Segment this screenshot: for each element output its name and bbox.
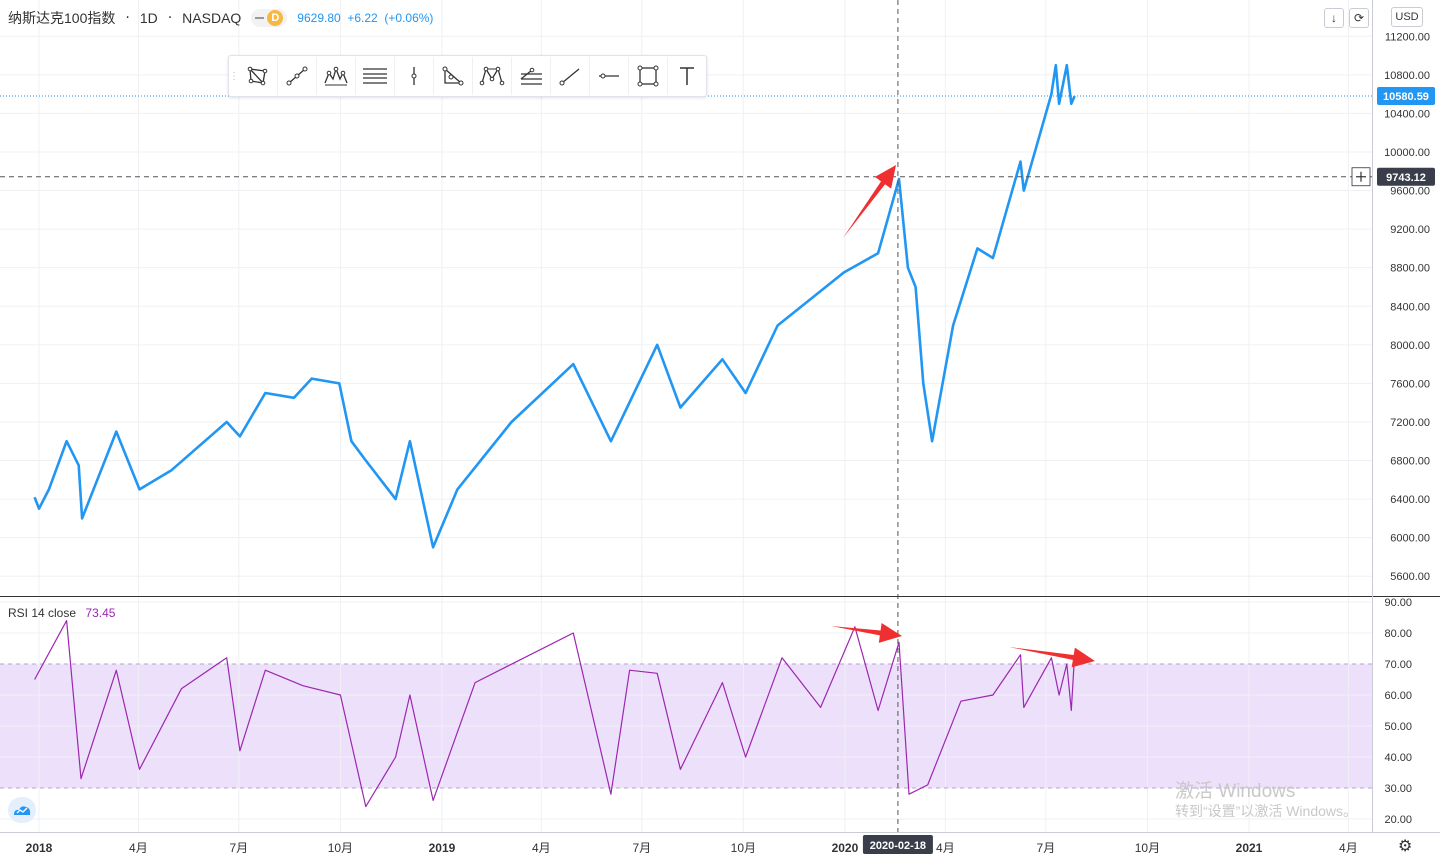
rect-pattern-icon[interactable] <box>239 57 278 95</box>
refresh-icon[interactable]: ⟳ <box>1349 8 1369 28</box>
delayed-badge: D <box>267 10 284 26</box>
rsi-series-line <box>34 619 1076 808</box>
parallel-channel-icon[interactable] <box>356 57 395 95</box>
drawing-toolbar: ⋮ <box>228 55 707 97</box>
rsi-tick-label: 50.00 <box>1384 721 1412 733</box>
symbol-legend: 纳斯达克100指数 · 1D · NASDAQ D 9629.80 +6.22 … <box>8 9 434 27</box>
minus-icon <box>255 17 265 19</box>
price-tick-label: 10000.00 <box>1384 147 1430 159</box>
horizontal-line-icon[interactable] <box>590 57 629 95</box>
rsi-tick-label: 30.00 <box>1384 783 1412 795</box>
crosshair-date-label: 2020-02-18 <box>870 840 926 852</box>
drag-handle-icon[interactable]: ⋮ <box>229 70 239 82</box>
price-series-line <box>33 63 1076 549</box>
last-price-tag-label: 10580.59 <box>1383 91 1429 103</box>
activation-watermark-text: 转到“设置”以激活 Windows。 <box>1175 803 1358 819</box>
rsi-tick-label: 90.00 <box>1384 597 1412 609</box>
time-tick-label: 10月 <box>328 841 353 855</box>
rsi-divergence-arrow-1-shape <box>831 623 902 643</box>
price-tick-label: 8000.00 <box>1390 340 1430 352</box>
price-tick-label: 9200.00 <box>1390 224 1430 236</box>
time-tick-label: 2018 <box>26 841 53 855</box>
time-tick-label: 7月 <box>632 841 651 855</box>
time-tick-label: 2020 <box>832 841 859 855</box>
price-tick-label: 8800.00 <box>1390 263 1430 275</box>
price-values: 9629.80 +6.22 (+0.06%) <box>297 11 433 25</box>
market-status-badge[interactable]: D <box>251 9 288 27</box>
arrow-down-icon[interactable]: ↓ <box>1324 8 1344 28</box>
triangle-icon[interactable] <box>434 57 473 95</box>
peak-arrow-shape <box>843 165 896 238</box>
price-tick-label: 6400.00 <box>1390 494 1430 506</box>
last-price: 9629.80 <box>297 11 341 25</box>
symbol-name[interactable]: 纳斯达克100指数 <box>8 10 116 26</box>
price-tick-label: 7600.00 <box>1390 378 1430 390</box>
crosshair-price-label: 9743.12 <box>1386 172 1426 184</box>
rsi-tick-label: 40.00 <box>1384 752 1412 764</box>
time-tick-label: 7月 <box>229 841 248 855</box>
time-tick-label: 2021 <box>1236 841 1263 855</box>
ray-icon[interactable] <box>551 57 590 95</box>
rectangle-icon[interactable] <box>629 57 668 95</box>
rsi-label[interactable]: RSI 14 close <box>8 606 77 620</box>
peak-arrow <box>843 165 896 238</box>
activation-watermark-title: 激活 Windows <box>1175 781 1296 802</box>
fib-retracement-icon[interactable] <box>512 57 551 95</box>
gear-icon[interactable]: ⚙ <box>1398 836 1413 855</box>
time-tick-label: 10月 <box>1135 841 1160 855</box>
rsi-divergence-arrow-2-shape <box>1009 647 1095 668</box>
trend-line-icon[interactable] <box>278 57 317 95</box>
time-tick-label: 2019 <box>429 841 456 855</box>
time-tick-label: 10月 <box>731 841 756 855</box>
rsi-tick-label: 80.00 <box>1384 628 1412 640</box>
crosshair-price-tag <box>1377 167 1435 186</box>
elliott-wave-icon[interactable] <box>317 57 356 95</box>
rsi-tick-label: 60.00 <box>1384 690 1412 702</box>
price-tick-label: 6000.00 <box>1390 533 1430 545</box>
time-tick-label: 4月 <box>1339 841 1358 855</box>
time-tick-label: 4月 <box>532 841 551 855</box>
price-tick-label: 5600.00 <box>1390 571 1430 583</box>
rsi-legend: RSI 14 close 73.45 <box>8 606 115 620</box>
price-tick-label: 7200.00 <box>1390 417 1430 429</box>
last-price-tag <box>1377 87 1435 106</box>
time-tick-label: 4月 <box>129 841 148 855</box>
rsi-tick-label: 20.00 <box>1384 814 1412 826</box>
time-tick-label: 4月 <box>936 841 955 855</box>
price-tick-label: 11200.00 <box>1385 31 1430 43</box>
crosshair-date-tag <box>862 835 933 854</box>
price-tick-label: 10400.00 <box>1384 108 1430 120</box>
rsi-divergence-arrow-1 <box>831 623 902 643</box>
vertical-line-icon[interactable] <box>395 57 434 95</box>
price-tick-label: 9600.00 <box>1390 186 1430 198</box>
rsi-value: 73.45 <box>85 606 116 620</box>
tradingview-logo-icon[interactable] <box>8 797 36 823</box>
rsi-tick-label: 70.00 <box>1384 659 1412 671</box>
price-tick-label: 8400.00 <box>1390 301 1430 313</box>
time-tick-label: 7月 <box>1037 841 1056 855</box>
price-change: +6.22 <box>347 11 378 25</box>
interval-label[interactable]: 1D <box>139 10 158 26</box>
price-tick-label: 10800.00 <box>1384 70 1430 82</box>
rsi-divergence-arrow-2 <box>1009 647 1095 668</box>
text-icon[interactable] <box>668 57 706 95</box>
currency-button[interactable]: USD <box>1391 7 1423 27</box>
exchange-label: NASDAQ <box>182 10 242 26</box>
xabcd-pattern-icon[interactable] <box>473 57 512 95</box>
price-tick-label: 6800.00 <box>1390 456 1430 468</box>
price-change-pct: (+0.06%) <box>384 11 434 25</box>
